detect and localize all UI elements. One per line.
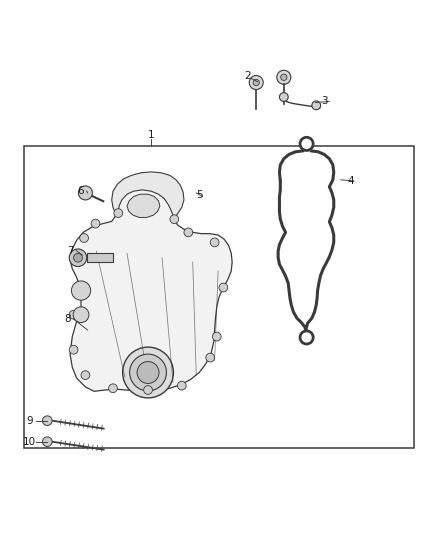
Circle shape — [300, 138, 313, 150]
Text: 1: 1 — [148, 130, 155, 140]
Circle shape — [73, 307, 89, 322]
Circle shape — [123, 347, 173, 398]
Polygon shape — [70, 182, 232, 391]
Text: 2: 2 — [244, 71, 251, 81]
Polygon shape — [127, 194, 160, 217]
Circle shape — [69, 345, 78, 354]
Circle shape — [210, 238, 219, 247]
Bar — [24, 146, 414, 448]
Text: 6: 6 — [78, 186, 85, 196]
Circle shape — [253, 79, 259, 86]
Circle shape — [212, 332, 221, 341]
Text: 7: 7 — [67, 246, 74, 256]
Circle shape — [312, 101, 321, 110]
Text: 9: 9 — [26, 416, 33, 426]
Circle shape — [219, 283, 228, 292]
Text: 3: 3 — [321, 96, 328, 107]
Circle shape — [74, 253, 82, 262]
Circle shape — [279, 93, 288, 101]
Circle shape — [42, 437, 52, 447]
FancyBboxPatch shape — [87, 253, 113, 262]
Circle shape — [81, 371, 90, 379]
Circle shape — [91, 219, 100, 228]
Text: 5: 5 — [196, 190, 203, 200]
Circle shape — [109, 384, 117, 393]
Circle shape — [80, 233, 88, 243]
Circle shape — [137, 361, 159, 383]
Text: 4: 4 — [347, 176, 354, 186]
Circle shape — [206, 353, 215, 362]
Circle shape — [144, 386, 152, 394]
Circle shape — [69, 310, 78, 319]
Circle shape — [184, 228, 193, 237]
Circle shape — [69, 249, 87, 266]
Text: 10: 10 — [23, 437, 36, 447]
Circle shape — [130, 354, 166, 391]
Circle shape — [177, 381, 186, 390]
Circle shape — [71, 281, 91, 300]
Circle shape — [277, 70, 291, 84]
Circle shape — [170, 215, 179, 223]
Circle shape — [42, 416, 52, 425]
Circle shape — [78, 186, 92, 200]
Text: 8: 8 — [64, 314, 71, 324]
Polygon shape — [112, 172, 184, 219]
Circle shape — [300, 331, 313, 344]
Circle shape — [281, 74, 287, 80]
Circle shape — [249, 76, 263, 90]
Circle shape — [114, 209, 123, 217]
